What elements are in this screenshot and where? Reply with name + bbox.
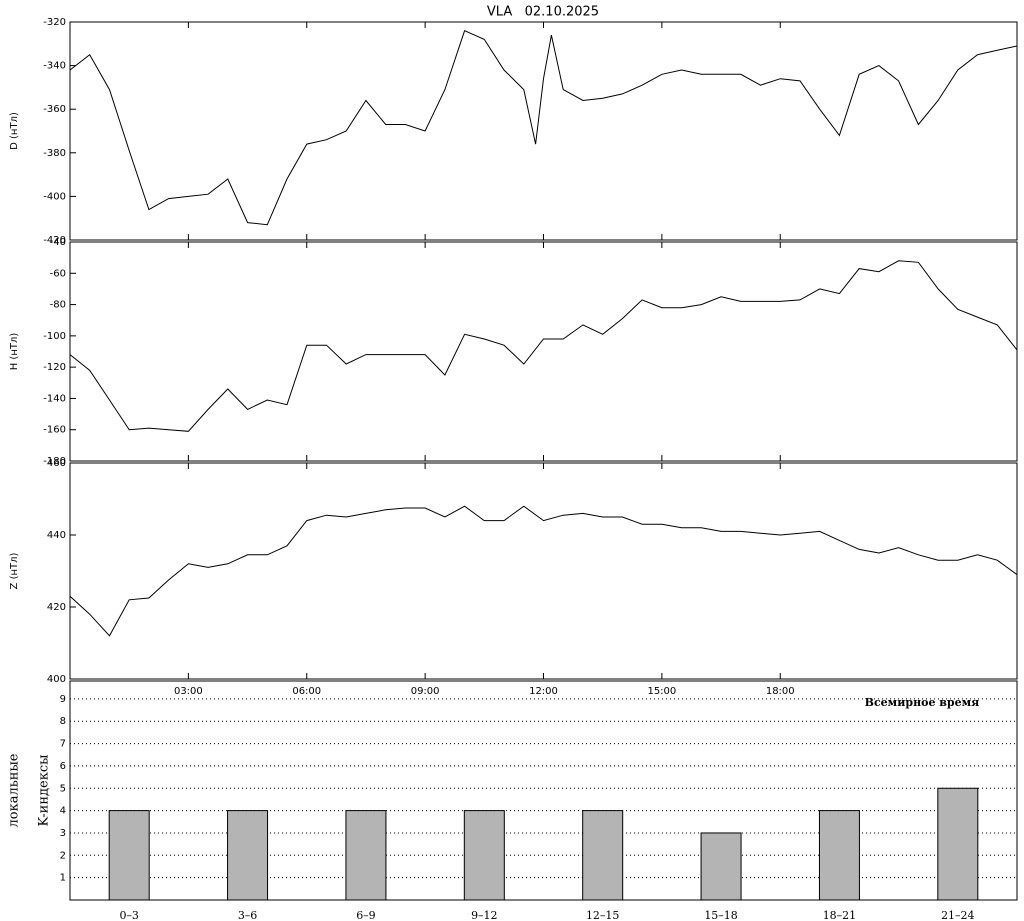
y-tick-label: 400: [47, 674, 66, 685]
y-tick-label: 7: [60, 739, 66, 750]
bar: [582, 810, 624, 901]
data-line: [69, 30, 1018, 226]
y-tick-label: -360: [43, 104, 66, 115]
x-axis-label: Всемирное время: [865, 696, 980, 709]
x-tick-label: 06:00: [292, 686, 321, 697]
y-tick-label: 440: [47, 530, 66, 541]
x-tick-label: 6–9: [356, 909, 376, 921]
bar: [345, 810, 387, 901]
y-tick-label: 9: [60, 694, 66, 705]
y-tick-label: 420: [47, 602, 66, 613]
y-tick-label: -400: [43, 191, 66, 202]
y-axis-label: H (нТл): [9, 333, 20, 371]
y-tick-label: -160: [43, 425, 66, 436]
x-tick-label: 18:00: [766, 686, 795, 697]
bar: [818, 810, 860, 901]
y-tick-label: 460: [47, 458, 66, 469]
y-tick-label: -100: [43, 331, 66, 342]
data-line: [69, 505, 1018, 637]
y-tick-label: -120: [43, 362, 66, 373]
y-axis-label: Z (нТл): [9, 552, 20, 589]
bar: [700, 832, 742, 901]
x-tick-label: 03:00: [174, 686, 203, 697]
x-tick-label: 21–24: [941, 909, 975, 921]
bar: [227, 810, 269, 901]
y-tick-label: 5: [60, 783, 66, 794]
y-tick-label: -80: [50, 300, 66, 311]
y-axis-label: локальные: [7, 753, 22, 827]
x-tick-label: 18–21: [823, 909, 857, 921]
y-tick-label: 6: [60, 761, 66, 772]
chart-title: VLA 02.10.2025: [487, 5, 599, 20]
x-tick-label: 9–12: [471, 909, 498, 921]
y-tick-label: 4: [60, 806, 66, 817]
y-tick-label: -140: [43, 393, 66, 404]
y-tick-label: -380: [43, 148, 66, 159]
y-tick-label: -180: [43, 456, 66, 467]
y-tick-label: -420: [43, 235, 66, 246]
y-tick-label: 2: [60, 850, 66, 861]
y-tick-label: -320: [43, 17, 66, 28]
y-tick-label: -340: [43, 61, 66, 72]
bar: [463, 810, 505, 901]
y-tick-label: 1: [60, 873, 66, 884]
y-tick-label: -60: [50, 268, 66, 279]
x-tick-label: 09:00: [411, 686, 440, 697]
y-axis-label: D (нТл): [9, 112, 20, 150]
y-tick-label: -40: [50, 237, 66, 248]
x-tick-label: 15–18: [704, 909, 738, 921]
bar: [108, 810, 150, 901]
y-axis-label: K-индексы: [37, 755, 52, 827]
x-tick-label: 0–3: [119, 909, 139, 921]
y-tick-label: 8: [60, 716, 66, 727]
x-tick-label: 3–6: [238, 909, 258, 921]
plot-frame: [69, 680, 1018, 901]
bar: [937, 787, 979, 901]
data-line: [69, 260, 1018, 432]
x-tick-label: 12:00: [529, 686, 558, 697]
y-tick-label: 3: [60, 828, 66, 839]
x-tick-label: 15:00: [647, 686, 676, 697]
x-tick-label: 12–15: [586, 909, 620, 921]
